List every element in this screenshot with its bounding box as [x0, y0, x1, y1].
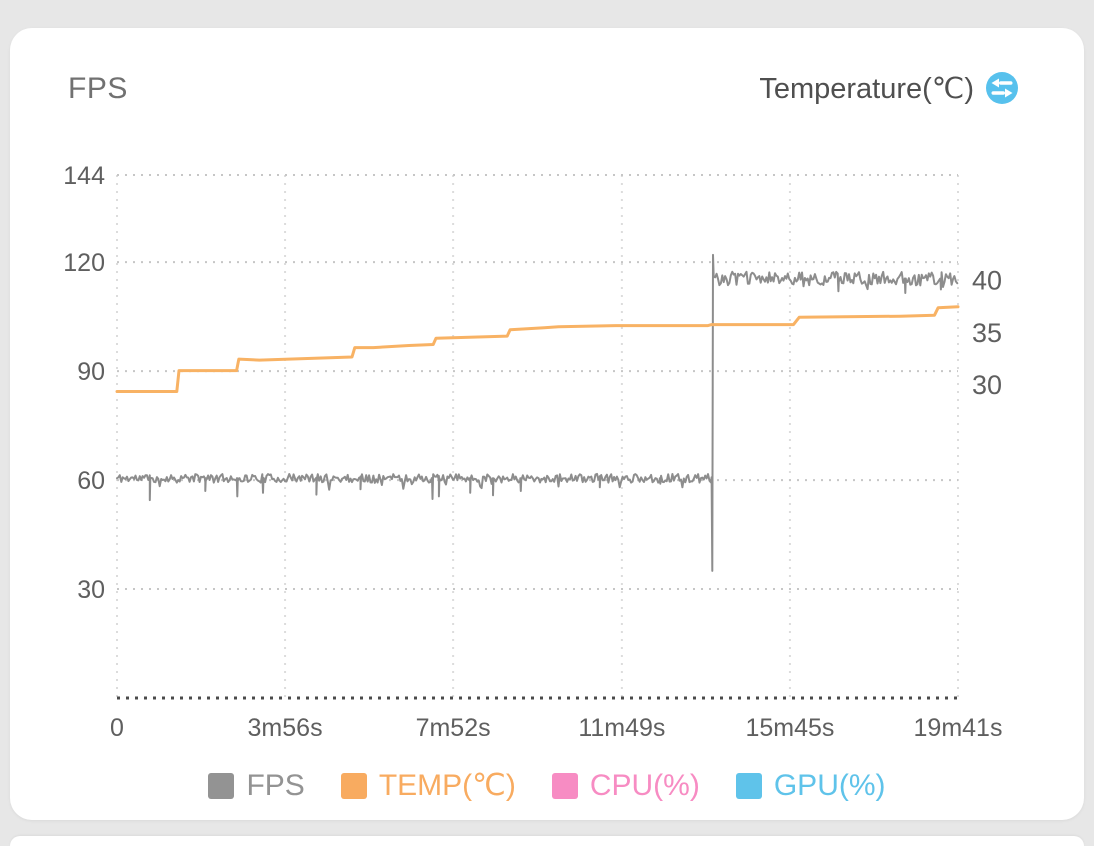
- legend-label: TEMP(℃): [378, 769, 516, 802]
- legend-label: CPU(%): [589, 768, 700, 802]
- svg-text:11m49s: 11m49s: [578, 714, 665, 742]
- legend-label: FPS: [246, 768, 305, 802]
- svg-text:144: 144: [63, 162, 105, 190]
- svg-text:40: 40: [972, 266, 1002, 296]
- svg-text:15m45s: 15m45s: [745, 714, 834, 742]
- next-card-edge: [10, 836, 1084, 846]
- temperature-axis-title: Temperature(℃): [759, 72, 974, 105]
- temperature-switch-icon[interactable]: [984, 70, 1020, 106]
- svg-text:90: 90: [77, 358, 105, 386]
- svg-text:3m56s: 3m56s: [248, 714, 323, 742]
- svg-text:0: 0: [110, 714, 124, 742]
- legend-label: GPU(%): [773, 768, 886, 802]
- svg-text:30: 30: [972, 370, 1002, 400]
- legend-swatch: [735, 772, 762, 799]
- legend-item-gpu: GPU(%): [735, 768, 886, 803]
- chart-legend: FPS TEMP(℃) CPU(%) GPU(%): [10, 768, 1084, 803]
- performance-chart-card: FPS Temperature(℃) 144 120 90 60 30 40 35 30 0 3m…: [10, 28, 1084, 820]
- svg-text:60: 60: [77, 467, 105, 495]
- svg-text:7m52s: 7m52s: [416, 714, 491, 742]
- legend-swatch: [208, 772, 235, 799]
- temperature-header: Temperature(℃): [759, 70, 1020, 106]
- svg-text:30: 30: [77, 576, 105, 604]
- fps-axis-title: FPS: [68, 72, 128, 105]
- legend-item-fps: FPS: [208, 768, 305, 803]
- performance-line-chart: 144 120 90 60 30 40 35 30 0 3m56s 7m52s 11m49s 15m45…: [63, 162, 1003, 742]
- svg-text:120: 120: [63, 249, 105, 277]
- svg-text:35: 35: [972, 318, 1002, 348]
- legend-swatch: [551, 772, 578, 799]
- legend-item-cpu: CPU(%): [551, 768, 700, 803]
- legend-swatch: [340, 772, 367, 799]
- svg-text:19m41s: 19m41s: [914, 714, 1003, 742]
- legend-item-temp: TEMP(℃): [340, 768, 516, 803]
